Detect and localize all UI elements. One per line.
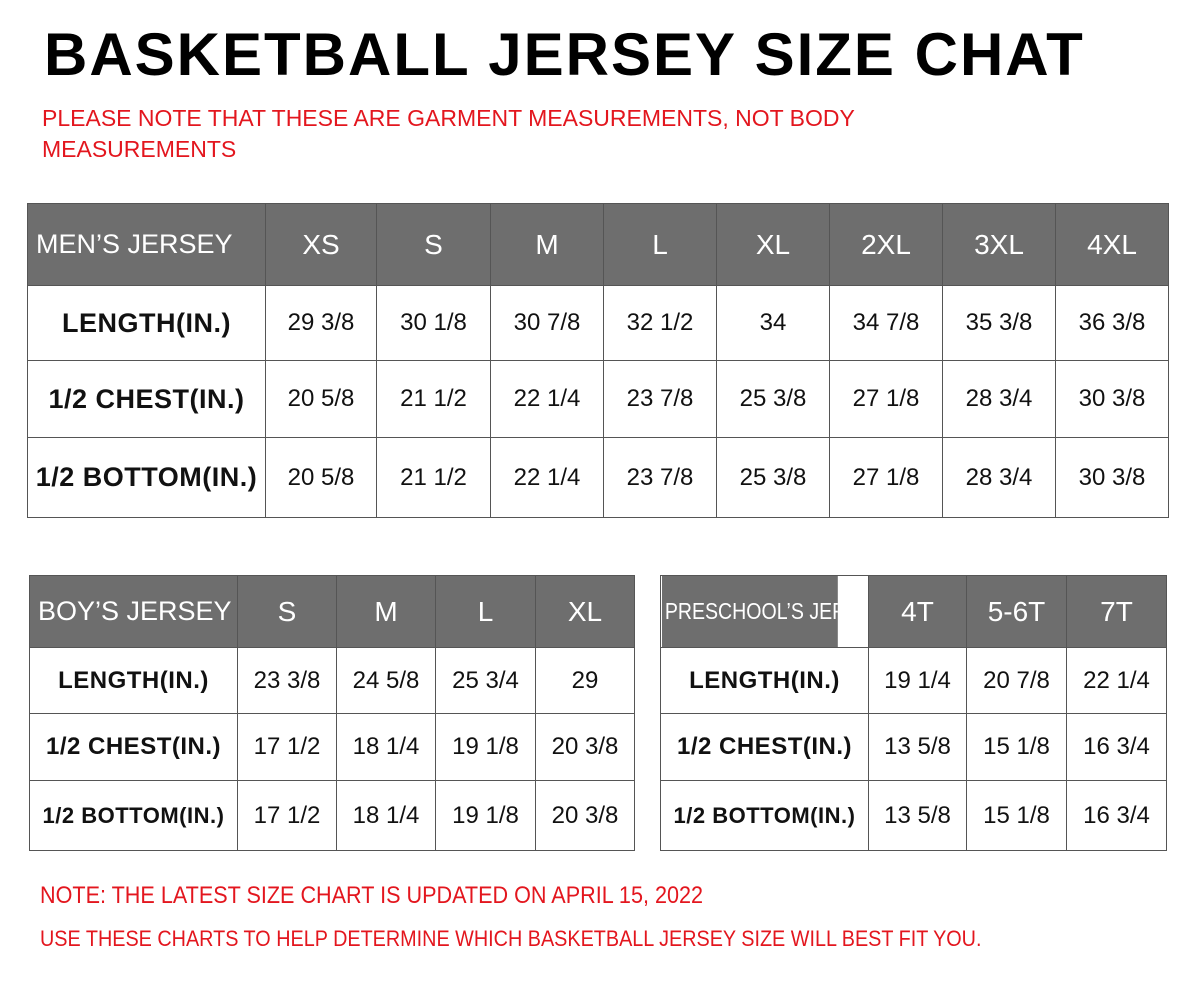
measure-value: 27 1/8 [829,437,943,518]
measure-value: 34 [716,285,830,361]
measure-label: LENGTH(IN.) [660,647,869,714]
header-row: MEN’S JERSEY XS S M L XL 2XL 3XL 4XL [27,203,1169,286]
measure-value: 25 3/4 [435,647,536,714]
table-title: BOY’S JERSEY [29,575,238,648]
measure-value: 21 1/2 [376,437,491,518]
fit-note: USE THESE CHARTS TO HELP DETERMINE WHICH… [40,926,982,951]
measure-value: 13 5/8 [868,780,967,851]
header-row: BOY’S JERSEY S M L XL [29,575,635,648]
measure-value: 30 7/8 [490,285,604,361]
measure-row: 1/2 CHEST(IN.) 13 5/8 15 1/8 16 3/4 [660,713,1167,781]
size-label: XL [716,203,830,286]
measure-value: 25 3/8 [716,437,830,518]
measure-value: 23 7/8 [603,360,717,438]
table-title: MEN’S JERSEY [27,203,266,286]
measure-row: LENGTH(IN.) 19 1/4 20 7/8 22 1/4 [660,647,1167,714]
measure-value: 36 3/8 [1055,285,1169,361]
measure-value: 32 1/2 [603,285,717,361]
measure-value: 17 1/2 [237,713,337,781]
measure-row: 1/2 BOTTOM(IN.) 20 5/8 21 1/2 22 1/4 23 7/8 2… [27,437,1169,518]
measure-value: 15 1/8 [966,713,1067,781]
measure-value: 18 1/4 [336,780,436,851]
measure-value: 29 3/8 [265,285,377,361]
measure-value: 24 5/8 [336,647,436,714]
size-label: 5-6T [966,575,1067,648]
size-label: L [603,203,717,286]
measure-label: 1/2 BOTTOM(IN.) [27,437,266,518]
measure-row: 1/2 BOTTOM(IN.) 13 5/8 15 1/8 16 3/4 [660,780,1167,851]
size-label: XS [265,203,377,286]
size-label: 2XL [829,203,943,286]
measure-value: 23 7/8 [603,437,717,518]
size-label: S [237,575,337,648]
measure-label: LENGTH(IN.) [29,647,238,714]
update-note: NOTE: THE LATEST SIZE CHART IS UPDATED O… [40,882,704,909]
measure-value: 18 1/4 [336,713,436,781]
preschool-table: PRESCHOOL’S JERSEY4T5-6T7TLENGTH(IN.)19 … [660,575,1167,851]
measure-value: 19 1/8 [435,713,536,781]
measure-label: 1/2 BOTTOM(IN.) [660,780,869,851]
measure-value: 30 3/8 [1055,437,1169,518]
mens-table: MEN’S JERSEY XS S M L XL 2XL 3XL 4XL LENGTH(IN.) 2… [27,203,1169,518]
table-title: PRESCHOOL’S JERSEY [660,575,838,648]
measure-value: 16 3/4 [1066,713,1167,781]
measure-value: 30 1/8 [376,285,491,361]
size-label: 4T [868,575,967,648]
measure-row: LENGTH(IN.) 23 3/8 24 5/8 25 3/4 29 [29,647,635,714]
measure-label: 1/2 BOTTOM(IN.) [29,780,238,851]
measure-value: 30 3/8 [1055,360,1169,438]
measure-value: 22 1/4 [1066,647,1167,714]
measure-row: 1/2 CHEST(IN.) 17 1/2 18 1/4 19 1/8 20 3/8 [29,713,635,781]
size-label: S [376,203,491,286]
measure-row: 1/2 CHEST(IN.) 20 5/8 21 1/2 22 1/4 23 7/8 25… [27,360,1169,438]
measure-value: 20 7/8 [966,647,1067,714]
measure-value: 13 5/8 [868,713,967,781]
measure-value: 21 1/2 [376,360,491,438]
measure-value: 34 7/8 [829,285,943,361]
measure-value: 22 1/4 [490,360,604,438]
measure-value: 17 1/2 [237,780,337,851]
measure-value: 28 3/4 [942,437,1056,518]
boys-table: BOY’S JERSEY S M L XL LENGTH(IN.) 23 3/8 24 5/8… [29,575,635,851]
measure-value: 25 3/8 [716,360,830,438]
measure-label: 1/2 CHEST(IN.) [660,713,869,781]
measure-value: 20 3/8 [535,780,635,851]
measure-value: 28 3/4 [942,360,1056,438]
measure-row: 1/2 BOTTOM(IN.) 17 1/2 18 1/4 19 1/8 20 3/8 [29,780,635,851]
measure-value: 16 3/4 [1066,780,1167,851]
measure-value: 27 1/8 [829,360,943,438]
size-label: L [435,575,536,648]
size-label: 7T [1066,575,1167,648]
size-label: M [336,575,436,648]
measure-value: 22 1/4 [490,437,604,518]
measure-value: 20 3/8 [535,713,635,781]
measure-value: 23 3/8 [237,647,337,714]
measure-row: LENGTH(IN.) 29 3/8 30 1/8 30 7/8 32 1/2 34 34 … [27,285,1169,361]
title: BASKETBALL JERSEY SIZE CHAT [44,21,1085,88]
measure-value: 19 1/8 [435,780,536,851]
measure-value: 19 1/4 [868,647,967,714]
measure-label: 1/2 CHEST(IN.) [29,713,238,781]
measure-value: 20 5/8 [265,437,377,518]
measure-value: 29 [535,647,635,714]
size-label: M [490,203,604,286]
garment-note: PLEASE NOTE THAT THESE ARE GARMENT MEASU… [42,105,855,162]
measure-value: 20 5/8 [265,360,377,438]
measure-value: 15 1/8 [966,780,1067,851]
size-label: 4XL [1055,203,1169,286]
size-label: XL [535,575,635,648]
measure-value: 35 3/8 [942,285,1056,361]
measure-label: 1/2 CHEST(IN.) [27,360,266,438]
size-label: 3XL [942,203,1056,286]
measure-label: LENGTH(IN.) [27,285,266,361]
